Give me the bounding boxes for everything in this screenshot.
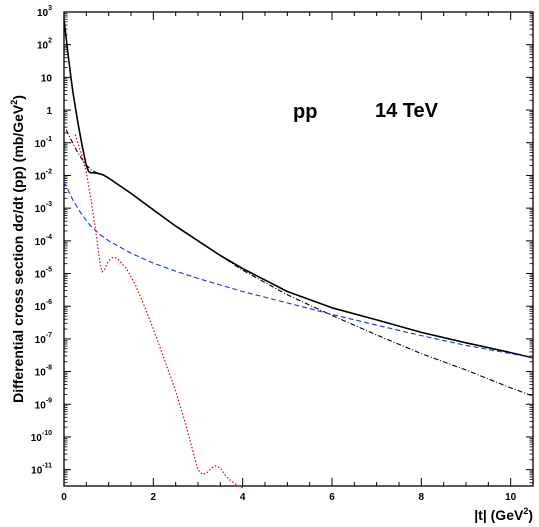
- y-tick-label-base: 10: [35, 204, 47, 215]
- x-tick-label: 10: [505, 492, 517, 503]
- y-tick-label-exp: -8: [46, 365, 52, 372]
- annotation-pp: pp: [293, 101, 317, 123]
- y-axis-ticks: 10310210110-110-210-310-410-510-610-710-…: [31, 5, 533, 484]
- y-tick-label-base: 10: [37, 8, 49, 19]
- y-tick-label-exp: 3: [48, 5, 52, 12]
- y-axis-title-main: Differential cross section dσ/dt (pp) (m…: [10, 104, 26, 403]
- y-tick-label-exp: -9: [46, 397, 52, 404]
- x-axis-title-end: ): [528, 507, 533, 523]
- y-tick-label: 10: [41, 73, 53, 84]
- x-axis-title-main: |t| (GeV: [474, 507, 524, 523]
- series-line-total: [63, 20, 534, 359]
- y-tick-label: 10-7: [35, 332, 52, 346]
- y-tick-label-base: 10: [35, 302, 47, 313]
- y-tick-label-exp: -4: [46, 234, 52, 241]
- x-axis-ticks: 0 2 4 6 8 10: [61, 12, 534, 503]
- y-tick-label-exp: -6: [46, 299, 52, 306]
- y-tick-label: 103: [37, 5, 52, 19]
- y-axis-title-end: ): [10, 95, 26, 100]
- annotation-energy: 14 TeV: [375, 100, 439, 122]
- y-tick-label: 10-1: [35, 136, 52, 150]
- y-tick-label: 1: [46, 106, 52, 117]
- series-line-red-dotted: [74, 134, 243, 489]
- y-tick-label-base: 10: [35, 171, 47, 182]
- y-tick-label-exp: -10: [42, 430, 52, 437]
- series-line-dash-dot: [65, 129, 534, 397]
- y-tick-label-base: 10: [35, 400, 47, 411]
- x-tick-label: 6: [329, 492, 335, 503]
- y-tick-label: 102: [37, 38, 52, 52]
- plot-frame: [63, 11, 534, 487]
- y-tick-label-base: 10: [41, 73, 53, 84]
- y-tick-label-exp: -7: [46, 332, 52, 339]
- y-tick-label: 10-5: [35, 267, 52, 281]
- x-axis-title-sup: 2: [523, 506, 528, 516]
- y-tick-label: 10-11: [31, 463, 52, 477]
- y-tick-label: 10-4: [35, 234, 52, 248]
- y-tick-label-base: 10: [35, 335, 47, 346]
- x-tick-label: 4: [240, 492, 246, 503]
- series-layer: [63, 20, 534, 489]
- y-tick-label: 10-3: [35, 201, 52, 215]
- y-tick-label-exp: -3: [46, 201, 52, 208]
- y-tick-label: 10-8: [35, 365, 52, 379]
- y-tick-label-exp: -11: [42, 463, 52, 470]
- y-tick-label-exp: -1: [46, 136, 52, 143]
- y-tick-label-base: 1: [46, 106, 52, 117]
- y-tick-label-exp: -5: [46, 267, 52, 274]
- series-line-blue-dashed: [63, 181, 534, 359]
- y-axis-title: Differential cross section dσ/dt (pp) (m…: [9, 95, 26, 403]
- y-tick-label: 10-6: [35, 299, 52, 313]
- x-tick-label: 2: [151, 492, 157, 503]
- x-tick-label: 0: [61, 492, 67, 503]
- y-tick-label: 10-9: [35, 397, 52, 411]
- y-axis-title-sup: 2: [9, 100, 19, 105]
- y-tick-label-base: 10: [37, 41, 49, 52]
- y-tick-label-base: 10: [31, 466, 43, 477]
- y-tick-label: 10-2: [35, 168, 52, 182]
- x-axis-title: |t| (GeV2): [474, 506, 533, 523]
- y-tick-label-base: 10: [35, 270, 47, 281]
- y-tick-label-exp: 2: [48, 38, 52, 45]
- y-tick-label-base: 10: [31, 433, 43, 444]
- y-tick-label-base: 10: [35, 237, 47, 248]
- y-tick-label: 10-10: [31, 430, 52, 444]
- y-tick-label-base: 10: [35, 139, 47, 150]
- y-tick-label-base: 10: [35, 368, 47, 379]
- x-tick-label: 8: [419, 492, 425, 503]
- y-tick-label-exp: -2: [46, 168, 52, 175]
